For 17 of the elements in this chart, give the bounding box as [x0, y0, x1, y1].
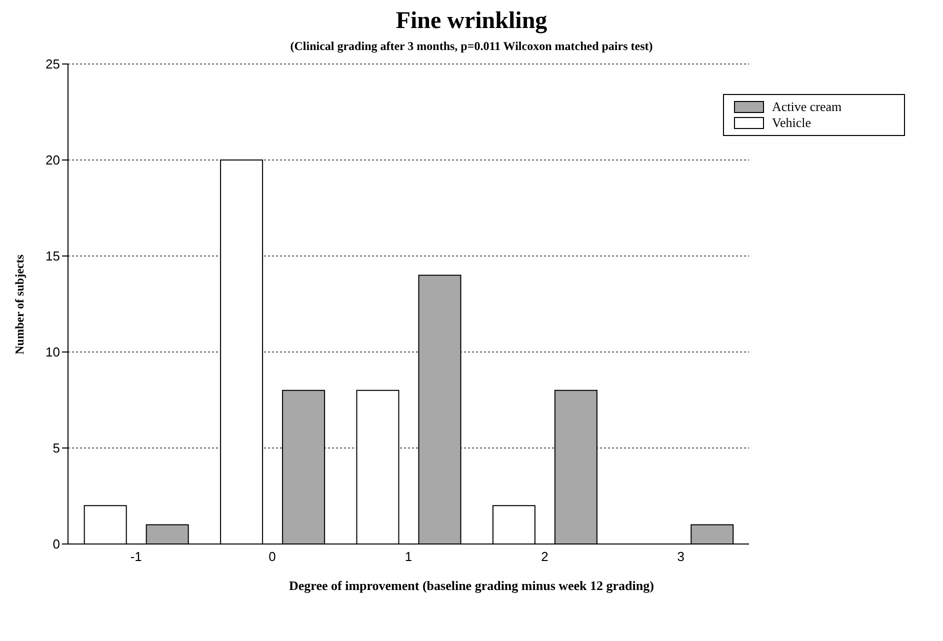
y-tick-label: 20: [46, 152, 60, 168]
y-tick-label: 5: [52, 440, 60, 456]
chart-title: Fine wrinkling: [394, 8, 548, 35]
x-tick-label: 0: [268, 549, 276, 564]
y-tick-label: 10: [46, 344, 60, 360]
x-tick-label: -1: [130, 549, 142, 564]
y-tick-label: 25: [46, 56, 60, 72]
chart-subtitle: (Clinical grading after 3 months, p=0.011 Wilcoxon matched pairs test): [289, 39, 654, 54]
x-tick-label: 2: [541, 549, 548, 564]
legend-label: Active cream: [772, 99, 842, 115]
legend-label: Vehicle: [772, 115, 811, 131]
x-axis-title: Degree of improvement (baseline grading minus week 12 grading): [288, 578, 655, 594]
y-axis-title: Number of subjects: [12, 254, 28, 354]
y-tick-label: 0: [52, 536, 60, 552]
x-tick-label: 1: [404, 549, 412, 564]
x-tick-label: 3: [677, 549, 685, 564]
y-tick-label: 15: [46, 248, 60, 264]
